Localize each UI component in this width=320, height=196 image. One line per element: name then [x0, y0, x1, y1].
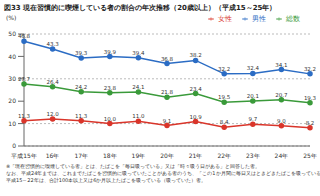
svg-text:25年: 25年: [303, 152, 312, 159]
svg-text:39.3: 39.3: [75, 50, 88, 56]
svg-text:24.1: 24.1: [132, 84, 144, 90]
svg-text:39.9: 39.9: [104, 49, 117, 55]
svg-text:39.4: 39.4: [132, 50, 145, 56]
svg-text:22年: 22年: [217, 152, 231, 159]
svg-text:24年: 24年: [275, 152, 289, 159]
svg-text:43.3: 43.3: [46, 41, 59, 47]
svg-text:20.1: 20.1: [247, 93, 259, 99]
svg-text:36.8: 36.8: [161, 56, 174, 62]
svg-text:11.3: 11.3: [18, 113, 31, 119]
html-text:※「現在習慣的に喫煙している者」とは、たばこを「毎日吸ってい: ※「現在習慣的に喫煙している者」とは、たばこを「毎日吸っている」又は「時々吸う日…: [6, 163, 261, 169]
svg-text:46.8: 46.8: [18, 33, 31, 39]
svg-text:19年: 19年: [132, 152, 146, 159]
svg-text:20年: 20年: [160, 152, 174, 159]
svg-text:26.4: 26.4: [46, 79, 59, 85]
svg-text:10: 10: [8, 120, 16, 127]
svg-text:8.2: 8.2: [306, 120, 312, 126]
svg-text:23.4: 23.4: [189, 86, 202, 92]
svg-text:平成15年: 平成15年: [11, 152, 37, 159]
svg-text:27.7: 27.7: [18, 76, 31, 82]
svg-text:19.5: 19.5: [218, 94, 231, 100]
svg-text:16年: 16年: [46, 152, 60, 159]
svg-text:20: 20: [8, 97, 16, 104]
svg-text:30: 30: [8, 75, 16, 82]
svg-text:20.7: 20.7: [275, 92, 288, 98]
svg-text:8.4: 8.4: [220, 119, 229, 125]
svg-text:17年: 17年: [74, 152, 88, 159]
svg-text:19.3: 19.3: [304, 95, 312, 101]
svg-text:50: 50: [8, 30, 16, 37]
svg-text:10.9: 10.9: [189, 114, 202, 120]
html-text:平成15～22年は、合計100本以上又は6か月以上たばこを吸: 平成15～22年は、合計100本以上又は6か月以上たばこを吸っている（吸っていた…: [6, 177, 207, 183]
svg-text:32.4: 32.4: [247, 65, 260, 71]
svg-text:24.2: 24.2: [75, 84, 87, 90]
svg-text:12.0: 12.0: [46, 111, 59, 117]
svg-text:18年: 18年: [103, 152, 117, 159]
svg-text:32.2: 32.2: [304, 66, 312, 72]
svg-text:11.3: 11.3: [75, 113, 88, 119]
svg-text:9.0: 9.0: [277, 118, 286, 124]
svg-text:23.8: 23.8: [104, 85, 117, 91]
svg-text:10.0: 10.0: [104, 116, 117, 122]
svg-text:11.0: 11.0: [132, 113, 145, 119]
svg-text:34.1: 34.1: [275, 62, 287, 68]
html-text:男性: 男性: [252, 15, 266, 23]
svg-text:9.1: 9.1: [163, 118, 172, 124]
svg-text:40: 40: [8, 53, 16, 60]
svg-text:0: 0: [12, 142, 16, 149]
html-text:図33 現在習慣的に喫煙している者の割合の年次推移（20歳以: 図33 現在習慣的に喫煙している者の割合の年次推移（20歳以上）（平成15～25…: [4, 4, 277, 12]
svg-text:23年: 23年: [246, 152, 260, 159]
svg-text:21.8: 21.8: [161, 89, 174, 95]
svg-text:9.7: 9.7: [248, 116, 257, 122]
html-text:女性: 女性: [218, 15, 232, 23]
html-text:総数: 総数: [286, 15, 300, 23]
svg-text:32.2: 32.2: [218, 66, 230, 72]
svg-text:38.2: 38.2: [189, 52, 201, 58]
svg-text:21年: 21年: [189, 152, 203, 159]
